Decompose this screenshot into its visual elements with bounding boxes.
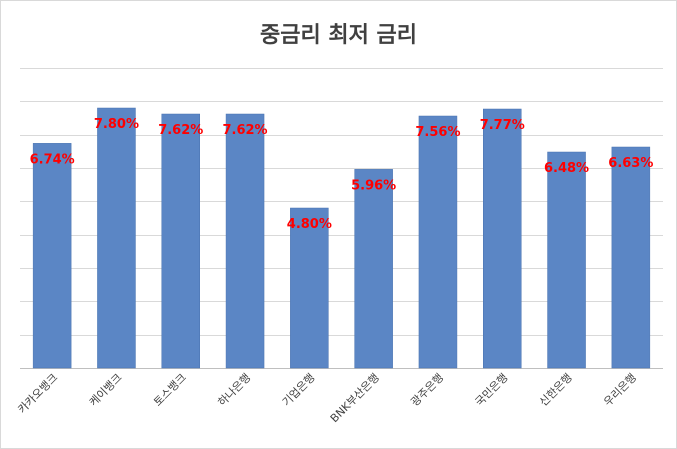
category-label: 케이뱅크 [87, 371, 125, 409]
category-label: 카카오뱅크 [15, 371, 60, 416]
bar [97, 107, 136, 369]
category-label: 하나은행 [215, 370, 254, 409]
bar [483, 108, 522, 369]
category-label: 광주은행 [408, 371, 446, 409]
bar [225, 113, 265, 369]
data-label: 7.62% [158, 123, 203, 138]
data-label: 7.77% [480, 118, 525, 133]
category-label: 기업은행 [280, 371, 318, 409]
bar [354, 169, 393, 369]
data-label: 7.80% [94, 117, 139, 132]
category-label: 우리은행 [601, 371, 639, 409]
category-label: 토스뱅크 [151, 371, 189, 409]
bar [418, 115, 458, 369]
data-label: 7.62% [222, 123, 267, 138]
bar [161, 113, 200, 369]
bar [32, 143, 72, 369]
bar [290, 207, 329, 369]
data-label: 5.96% [351, 178, 396, 193]
data-label: 6.63% [608, 156, 653, 171]
data-label: 6.74% [30, 152, 75, 167]
bar [547, 151, 586, 369]
data-label: 4.80% [287, 217, 332, 232]
data-label: 6.48% [544, 161, 589, 176]
category-label: 신한은행 [537, 371, 575, 409]
bar [611, 146, 651, 369]
category-label: BNK부산은행 [328, 371, 382, 425]
chart-title: 중금리 최저 금리 [260, 23, 417, 48]
data-label: 7.56% [415, 125, 460, 140]
category-label: 국민은행 [473, 371, 511, 409]
